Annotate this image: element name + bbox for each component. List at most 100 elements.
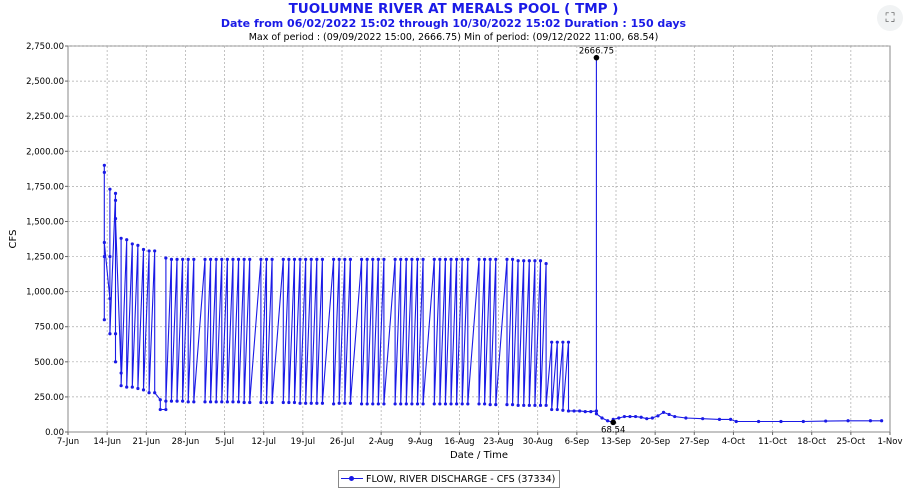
data-point — [270, 400, 274, 405]
legend: FLOW, RIVER DISCHARGE - CFS (37334) — [338, 470, 561, 488]
data-point — [438, 257, 442, 261]
data-point — [633, 414, 638, 419]
data-point — [264, 257, 269, 261]
data-point — [701, 417, 705, 421]
legend-swatch — [341, 474, 363, 484]
data-point — [102, 163, 106, 167]
data-point — [259, 400, 263, 405]
data-point — [203, 400, 207, 404]
data-point — [578, 409, 582, 413]
data-point — [259, 257, 263, 261]
data-point — [298, 401, 302, 405]
expand-button[interactable]: ⛶ — [877, 5, 903, 31]
x-tick-label: 13-Sep — [601, 437, 631, 447]
data-point — [108, 254, 112, 259]
data-point — [225, 257, 229, 261]
data-point — [164, 256, 168, 260]
data-point — [443, 402, 448, 406]
data-point — [516, 259, 520, 263]
data-point — [561, 408, 565, 412]
data-point — [801, 419, 805, 424]
data-point — [359, 257, 364, 261]
data-point — [125, 385, 129, 389]
data-point — [264, 400, 269, 405]
data-point — [169, 257, 174, 261]
data-point — [443, 257, 448, 261]
data-point — [449, 402, 453, 406]
data-point — [365, 257, 369, 261]
data-point — [880, 419, 884, 423]
data-point — [494, 257, 498, 261]
data-point — [337, 401, 341, 405]
data-point — [136, 243, 140, 247]
data-point — [320, 401, 325, 405]
data-point — [594, 409, 599, 413]
y-tick-label: 500.00 — [34, 358, 64, 368]
data-point — [488, 257, 492, 261]
data-point — [673, 414, 677, 419]
annotation-marker — [593, 54, 600, 61]
data-point — [371, 402, 375, 406]
data-point — [248, 400, 252, 405]
data-point — [304, 401, 308, 405]
data-point — [270, 257, 274, 261]
data-point — [438, 402, 442, 406]
data-point — [359, 402, 364, 406]
data-point — [421, 402, 425, 406]
data-point — [192, 400, 196, 404]
data-point — [376, 402, 380, 406]
data-point — [348, 257, 352, 261]
y-tick-label: 2,250.00 — [26, 112, 64, 122]
expand-icon: ⛶ — [885, 10, 895, 26]
x-tick-label: 9-Aug — [408, 437, 433, 447]
data-point — [125, 238, 129, 242]
data-point — [343, 257, 347, 261]
x-tick-label: 28-Jun — [172, 437, 200, 447]
data-point — [315, 257, 319, 261]
data-point — [175, 257, 179, 261]
data-point — [153, 391, 157, 395]
data-point — [466, 402, 470, 406]
y-tick-label: 0.00 — [45, 428, 64, 438]
data-point — [544, 261, 548, 266]
data-point — [460, 257, 464, 261]
data-point — [281, 400, 285, 405]
data-point — [729, 417, 733, 421]
data-point — [130, 385, 134, 389]
data-point — [108, 297, 112, 301]
data-point — [164, 407, 168, 412]
data-point — [505, 403, 509, 407]
y-tick-label: 250.00 — [34, 393, 64, 403]
x-tick-label: 19-Jul — [291, 437, 316, 447]
data-point — [248, 257, 252, 261]
data-point — [482, 257, 487, 261]
data-point — [455, 257, 459, 261]
data-point — [332, 402, 336, 406]
data-point — [645, 417, 649, 421]
data-point — [343, 401, 347, 405]
data-point — [119, 236, 123, 240]
data-point — [102, 254, 106, 259]
data-point — [158, 398, 162, 402]
x-tick-label: 7-Jun — [57, 437, 79, 447]
data-point — [656, 414, 660, 418]
data-point — [617, 416, 621, 420]
data-point — [449, 257, 453, 261]
data-point — [158, 407, 162, 412]
data-point — [527, 259, 531, 263]
data-point — [516, 403, 520, 407]
data-point — [399, 257, 403, 261]
flow-chart: 0.00 250.00 500.00 750.00 1,000.00 1,250.00 1,… — [8, 42, 903, 461]
data-point — [371, 257, 375, 261]
x-tick-label: 4-Oct — [722, 437, 746, 447]
data-point — [337, 257, 341, 261]
data-point — [421, 257, 425, 261]
data-point — [510, 403, 515, 407]
data-point — [482, 402, 487, 406]
data-point — [348, 401, 352, 405]
data-point — [756, 419, 761, 424]
data-point — [572, 409, 576, 413]
x-tick-label: 16-Aug — [444, 437, 474, 447]
data-point — [242, 400, 246, 405]
data-point — [594, 412, 599, 416]
